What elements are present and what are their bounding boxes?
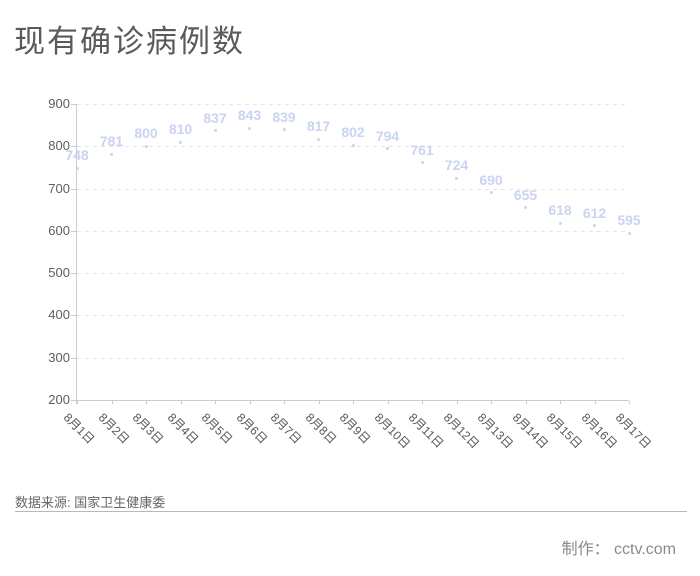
x-axis-label: 8月17日 bbox=[612, 410, 654, 452]
gridline-400 bbox=[77, 315, 629, 317]
x-axis-label: 8月14日 bbox=[509, 410, 551, 452]
data-point-dot[interactable] bbox=[455, 176, 458, 180]
data-point-dot[interactable] bbox=[524, 206, 527, 210]
data-point-dot[interactable] bbox=[558, 221, 562, 225]
y-axis-label: 700 bbox=[48, 180, 70, 196]
x-axis-tick bbox=[560, 401, 561, 404]
gridline-700 bbox=[77, 188, 629, 190]
data-point-dot[interactable] bbox=[110, 152, 113, 156]
data-point-label: 618 bbox=[548, 202, 572, 219]
data-point-dot[interactable] bbox=[593, 224, 596, 228]
x-axis-tick bbox=[456, 401, 458, 404]
x-axis-tick bbox=[111, 401, 113, 404]
y-axis-label: 200 bbox=[48, 392, 70, 407]
credit-note: 制作： cctv.com bbox=[561, 541, 676, 558]
data-point-dot[interactable] bbox=[282, 128, 286, 132]
x-axis-tick bbox=[318, 401, 320, 404]
data-source-note: 数据来源: 国家卫生健康委 bbox=[15, 495, 166, 510]
data-point-dot[interactable] bbox=[420, 161, 424, 165]
x-axis-label: 8月13日 bbox=[474, 410, 516, 452]
y-axis-tick bbox=[71, 104, 76, 105]
data-point-label: 817 bbox=[306, 118, 331, 135]
y-axis-label: 600 bbox=[48, 222, 70, 238]
data-point-dot[interactable] bbox=[627, 231, 631, 235]
data-point-label: 802 bbox=[341, 124, 365, 141]
x-axis-label: 8月12日 bbox=[440, 410, 482, 452]
x-axis-label: 8月1日 bbox=[60, 410, 98, 447]
data-point-label: 839 bbox=[272, 108, 296, 125]
x-axis-label: 8月16日 bbox=[578, 410, 620, 452]
x-axis-tick bbox=[77, 401, 78, 404]
y-axis-tick bbox=[71, 146, 76, 148]
x-axis-tick bbox=[180, 401, 182, 404]
x-axis-tick bbox=[525, 401, 527, 404]
data-point-dot[interactable] bbox=[179, 140, 182, 144]
x-axis-label: 8月6日 bbox=[233, 410, 270, 447]
data-point-label: 837 bbox=[203, 109, 227, 126]
data-point-dot[interactable] bbox=[351, 143, 355, 147]
data-point-label: 655 bbox=[513, 186, 538, 203]
gridline-600 bbox=[77, 230, 629, 232]
x-axis-label: 8月5日 bbox=[198, 410, 236, 447]
y-axis-label: 800 bbox=[48, 138, 70, 154]
y-axis-line bbox=[76, 104, 77, 404]
data-point-dot[interactable] bbox=[213, 129, 217, 133]
x-axis-label: 8月4日 bbox=[164, 410, 201, 447]
gridline-900 bbox=[77, 104, 629, 105]
x-axis-label: 8月7日 bbox=[267, 410, 305, 447]
x-axis-tick bbox=[284, 401, 285, 404]
x-axis-label: 8月2日 bbox=[95, 410, 132, 447]
data-point-label: 761 bbox=[410, 141, 434, 158]
x-axis-tick bbox=[491, 401, 492, 404]
x-axis-line bbox=[76, 400, 629, 401]
data-point-label: 724 bbox=[444, 157, 469, 174]
data-point-dot[interactable] bbox=[489, 191, 493, 195]
y-axis-label: 900 bbox=[48, 96, 70, 111]
data-point-label: 690 bbox=[479, 171, 503, 188]
data-point-dot[interactable] bbox=[386, 147, 389, 151]
y-axis-tick bbox=[71, 315, 76, 317]
x-axis-label: 8月15日 bbox=[543, 410, 585, 452]
data-point-label: 800 bbox=[134, 125, 158, 142]
confirmed-cases-chart[interactable]: 200 300 400 500 600 700 800 900 748 781 800 810 837 8… bbox=[0, 60, 700, 480]
y-axis-tick bbox=[71, 273, 76, 275]
x-axis-tick bbox=[629, 401, 630, 404]
data-point-dot[interactable] bbox=[75, 166, 79, 170]
x-axis-tick bbox=[353, 401, 354, 404]
page-title: 现有确诊病例数 bbox=[14, 24, 245, 59]
x-axis-label: 8月9日 bbox=[336, 410, 374, 447]
x-axis-label: 8月8日 bbox=[302, 410, 339, 447]
x-axis-label: 8月3日 bbox=[129, 410, 167, 447]
data-point-label: 595 bbox=[617, 212, 641, 228]
data-point-label: 794 bbox=[375, 127, 400, 144]
data-point-label: 781 bbox=[99, 133, 124, 150]
data-point-label: 843 bbox=[237, 107, 262, 124]
y-axis-label: 500 bbox=[48, 265, 70, 281]
y-axis-tick bbox=[71, 357, 76, 359]
x-axis-tick bbox=[387, 401, 389, 404]
gridline-500 bbox=[77, 273, 629, 275]
footer-divider bbox=[15, 511, 687, 512]
x-axis-tick bbox=[215, 401, 216, 404]
x-axis-tick bbox=[594, 401, 596, 404]
data-point-dot[interactable] bbox=[317, 137, 320, 141]
x-axis-tick bbox=[249, 401, 251, 404]
y-axis-label: 300 bbox=[48, 349, 70, 365]
x-axis-tick bbox=[146, 401, 147, 404]
y-axis-tick bbox=[71, 400, 76, 401]
data-point-dot[interactable] bbox=[144, 144, 148, 148]
y-axis-tick bbox=[71, 230, 76, 232]
gridline-300 bbox=[77, 357, 629, 359]
x-axis-label: 8月11日 bbox=[405, 410, 447, 451]
data-point-label: 612 bbox=[582, 204, 607, 221]
data-point-label: 748 bbox=[65, 147, 89, 164]
x-axis-label: 8月10日 bbox=[371, 410, 413, 452]
y-axis-label: 400 bbox=[48, 307, 70, 323]
data-point-label: 810 bbox=[168, 121, 193, 138]
x-axis-tick bbox=[422, 401, 423, 404]
data-point-dot[interactable] bbox=[248, 126, 251, 130]
y-axis-tick bbox=[71, 188, 76, 190]
